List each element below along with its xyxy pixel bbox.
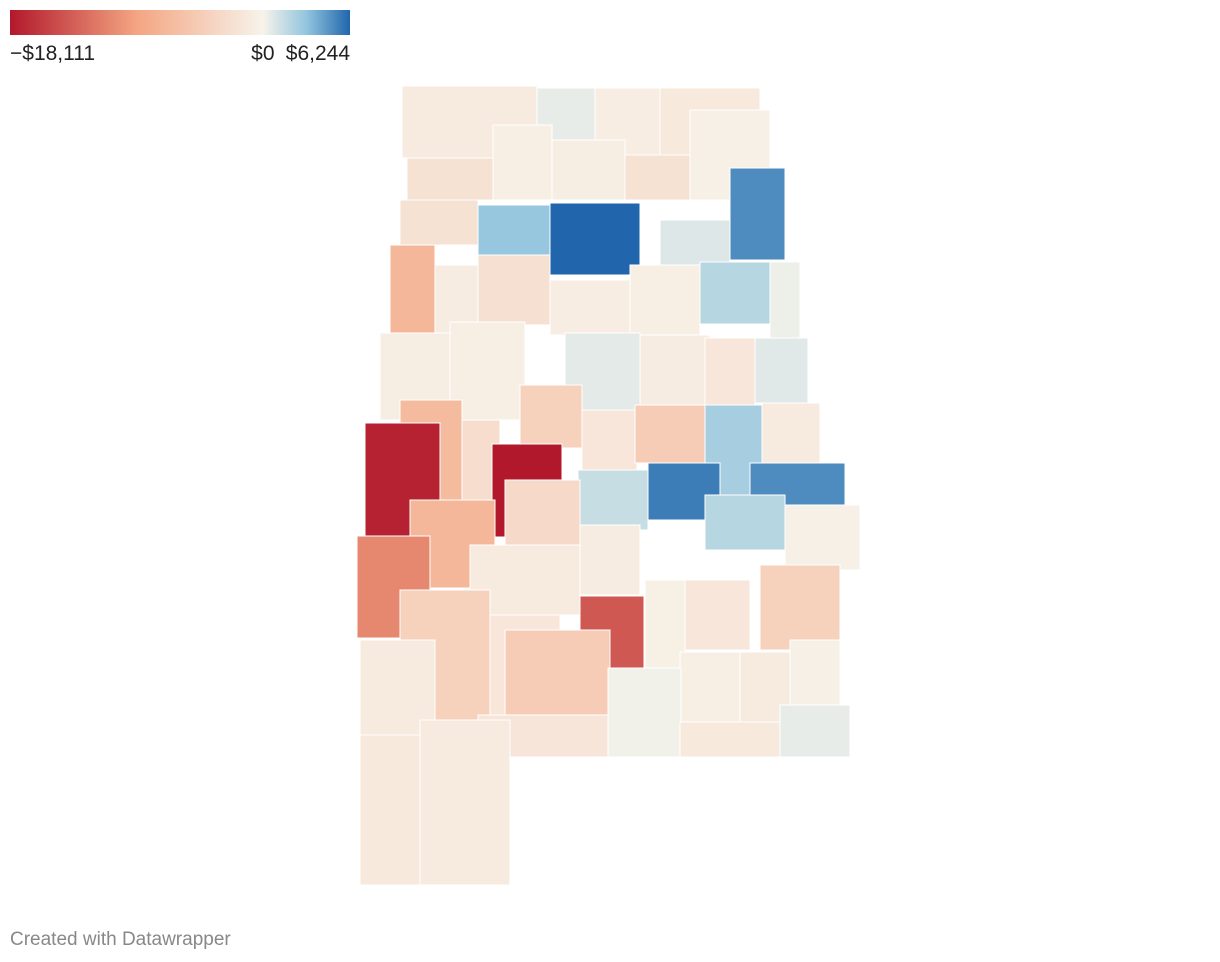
county [581,409,638,478]
county [359,639,436,736]
county [549,202,641,276]
county [634,404,706,464]
county [684,579,751,651]
county [784,504,861,571]
county [704,337,756,407]
county [754,337,809,404]
county [406,157,494,201]
legend-gradient [10,10,350,35]
legend-label: $0 [251,42,274,65]
county [644,579,686,671]
county [679,651,741,723]
county [519,384,583,449]
county [704,494,786,551]
legend-label: $6,244 [286,42,351,65]
county [607,667,682,758]
county [389,244,436,334]
county [629,264,701,336]
legend-label: −$18,111 [10,42,95,65]
county [769,261,801,341]
county [551,139,626,201]
county [577,469,649,531]
county [492,124,553,201]
footer: Created with Datawrapper [10,929,231,950]
counties [356,85,861,886]
county [419,719,511,886]
county [504,629,611,726]
county [789,639,841,706]
county [659,219,731,266]
county [761,402,821,469]
county [549,279,631,336]
county [359,734,426,886]
county [624,154,691,201]
county [699,261,771,325]
county [477,204,551,256]
county [579,524,641,596]
county [729,167,786,261]
county [759,564,841,651]
county [399,199,479,246]
county [639,334,711,406]
county [679,721,781,758]
county [779,704,851,758]
county [739,651,791,723]
county [477,254,551,326]
